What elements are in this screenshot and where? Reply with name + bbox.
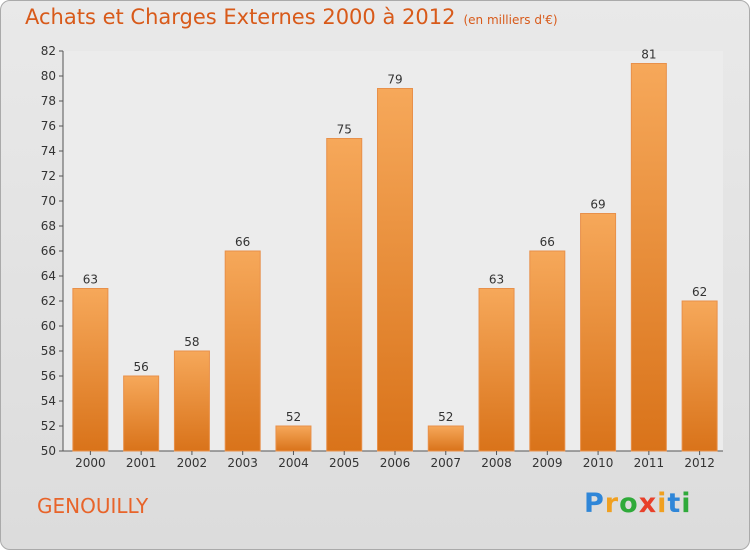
x-tick-label: 2002 [177, 456, 208, 470]
logo-letter: x [638, 488, 658, 519]
bar-value-label: 58 [184, 335, 199, 349]
bar-value-label: 66 [540, 235, 555, 249]
bar-value-label: 75 [337, 123, 352, 137]
x-tick-label: 2009 [532, 456, 563, 470]
bar-value-label: 81 [641, 48, 656, 62]
logo-letter: i [681, 488, 692, 519]
chart-title: Achats et Charges Externes 2000 à 2012 (e… [25, 5, 558, 29]
bar [580, 213, 617, 452]
bar [123, 375, 160, 452]
bar-value-label: 79 [387, 73, 402, 87]
x-tick-label: 2007 [430, 456, 461, 470]
y-tick-label: 58 [41, 344, 56, 358]
logo-letter: P [584, 488, 605, 519]
bar-value-label: 69 [590, 198, 605, 212]
y-tick-label: 80 [41, 69, 56, 83]
x-tick-label: 2001 [126, 456, 157, 470]
commune-name: GENOUILLY [37, 494, 149, 518]
bar [681, 300, 718, 452]
title-text: Achats et Charges Externes 2000 à 2012 [25, 5, 456, 29]
x-tick-label: 2008 [481, 456, 512, 470]
bar [630, 63, 667, 452]
y-tick-label: 74 [41, 144, 56, 158]
bar [427, 425, 464, 452]
x-tick-label: 2011 [634, 456, 665, 470]
y-tick-label: 60 [41, 319, 56, 333]
y-tick-label: 62 [41, 294, 56, 308]
logo-letter: o [619, 488, 639, 519]
y-tick-label: 66 [41, 244, 56, 258]
bar [377, 88, 413, 452]
y-tick-label: 76 [41, 119, 56, 133]
bar-value-label: 66 [235, 235, 250, 249]
logo-letter: i [657, 488, 668, 519]
bar-value-label: 52 [286, 410, 301, 424]
bar [224, 250, 261, 452]
chart-subtitle: (en milliers d'€) [463, 13, 558, 27]
bar [275, 425, 312, 452]
bar-value-label: 63 [489, 273, 504, 287]
proxiti-logo: Proxiti [584, 488, 692, 519]
y-tick-label: 54 [41, 394, 56, 408]
logo-letter: t [667, 488, 682, 519]
y-tick-label: 50 [41, 444, 56, 458]
bar [72, 288, 109, 452]
bar-value-label: 63 [83, 273, 98, 287]
bar-value-label: 56 [134, 360, 149, 374]
logo-letter: r [604, 488, 620, 519]
y-tick-label: 68 [41, 219, 56, 233]
bar [478, 288, 515, 452]
bar [529, 250, 566, 452]
bar-value-label: 52 [438, 410, 453, 424]
x-tick-label: 2010 [583, 456, 614, 470]
y-tick-label: 52 [41, 419, 56, 433]
x-tick-label: 2005 [329, 456, 360, 470]
x-tick-label: 2004 [278, 456, 309, 470]
y-tick-label: 72 [41, 169, 56, 183]
x-tick-label: 2000 [75, 456, 106, 470]
bar [326, 138, 363, 452]
y-tick-label: 56 [41, 369, 56, 383]
bar-value-label: 62 [692, 285, 707, 299]
bar [173, 350, 210, 452]
y-tick-label: 82 [41, 44, 56, 58]
x-tick-label: 2012 [684, 456, 715, 470]
y-tick-label: 78 [41, 94, 56, 108]
x-tick-label: 2003 [227, 456, 258, 470]
y-tick-label: 70 [41, 194, 56, 208]
x-tick-label: 2006 [380, 456, 411, 470]
y-tick-label: 64 [41, 269, 56, 283]
